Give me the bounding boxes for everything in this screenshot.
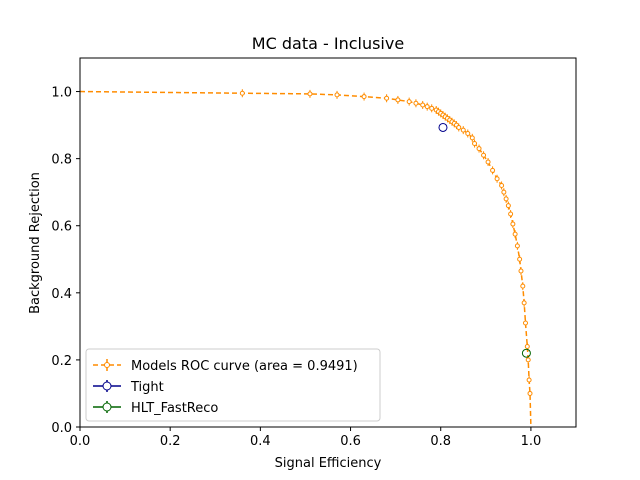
roc-point: [514, 243, 520, 249]
y-tick-label: 0.6: [51, 220, 72, 235]
roc-point: [307, 91, 313, 97]
roc-point: [508, 211, 514, 217]
roc-point: [526, 377, 532, 383]
roc-point: [524, 343, 530, 349]
y-tick-label: 0.4: [51, 287, 72, 302]
roc-point: [469, 135, 475, 141]
x-axis-label: Signal Efficiency: [275, 456, 382, 471]
legend-hlt-marker: [102, 402, 112, 412]
legend: Models ROC curve (area = 0.9491) Tight H…: [85, 348, 381, 422]
roc-point: [510, 221, 516, 227]
roc-point: [424, 104, 430, 110]
roc-point: [517, 256, 523, 262]
roc-point: [361, 94, 367, 100]
roc-point: [494, 176, 500, 182]
y-tick-label: 0.8: [51, 153, 72, 168]
tight-point: [438, 122, 448, 132]
roc-point: [465, 130, 471, 136]
y-tick-label: 1.0: [51, 86, 72, 101]
legend-box: [85, 348, 381, 422]
legend-entry-hlt: HLT_FastReco: [93, 401, 218, 416]
roc-point: [406, 99, 412, 105]
legend-roc-marker: [104, 362, 110, 368]
roc-point: [476, 146, 482, 152]
roc-point: [429, 105, 435, 111]
roc-point: [481, 152, 487, 158]
x-tick-label: 0.6: [340, 434, 361, 449]
x-tick-label: 0.2: [160, 434, 181, 449]
legend-entry-tight: Tight: [93, 380, 164, 395]
axes-frame: [79, 57, 577, 428]
roc-point: [239, 90, 245, 96]
roc-point: [472, 141, 478, 147]
roc-point: [460, 127, 466, 133]
roc-point: [527, 390, 533, 396]
x-tick-label: 1.0: [521, 434, 542, 449]
roc-point: [505, 203, 511, 209]
roc-point: [501, 189, 507, 195]
roc-point: [384, 95, 390, 101]
roc-point: [512, 231, 518, 237]
hlt-fastreco-point: [521, 348, 531, 358]
roc-point: [503, 196, 509, 202]
plot-area: [79, 89, 533, 428]
roc-point: [518, 268, 524, 274]
roc-point: [334, 92, 340, 98]
legend-entry-roc: Models ROC curve (area = 0.9491): [93, 359, 358, 374]
roc-point: [413, 100, 419, 106]
y-axis-label: Background Rejection: [28, 172, 43, 314]
roc-point: [521, 300, 527, 306]
x-tick-label: 0.8: [430, 434, 451, 449]
roc-point: [522, 320, 528, 326]
x-tick-label: 0.0: [70, 434, 91, 449]
y-tick-label: 0.0: [51, 421, 72, 436]
roc-point: [499, 182, 505, 188]
x-tick-label: 0.4: [250, 434, 271, 449]
axes: 0.0 0.2 0.4 0.6 0.8 1.0 0.0 0.2 0.4 0.6 0.8 1.0: [51, 57, 577, 449]
chart-title: MC data - Inclusive: [252, 34, 404, 53]
roc-point: [456, 124, 462, 130]
roc-point: [520, 283, 526, 289]
legend-hlt-label: HLT_FastReco: [131, 401, 218, 416]
legend-tight-label: Tight: [130, 380, 164, 395]
roc-point: [420, 102, 426, 108]
y-tick-label: 0.2: [51, 354, 72, 369]
roc-point: [525, 357, 531, 363]
roc-point: [485, 159, 491, 165]
legend-tight-marker: [102, 381, 112, 391]
roc-point: [395, 97, 401, 103]
legend-roc-label: Models ROC curve (area = 0.9491): [131, 359, 358, 374]
roc-point: [490, 167, 496, 173]
